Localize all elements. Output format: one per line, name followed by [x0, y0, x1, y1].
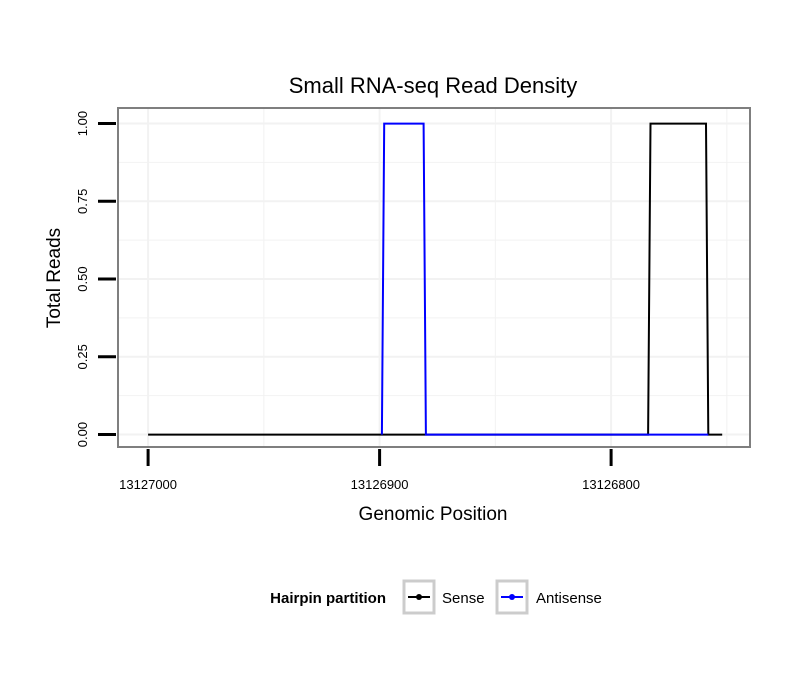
panel-border: [117, 107, 751, 448]
legend-marker-antisense: [509, 594, 515, 600]
y-tick-label: 0.50: [75, 266, 90, 291]
legend-label-sense: Sense: [442, 590, 485, 607]
y-tick-label: 1.00: [75, 111, 90, 136]
y-tick-label: 0.25: [75, 344, 90, 369]
x-tick-label: 13126800: [582, 477, 640, 492]
legend-marker-sense: [416, 594, 422, 600]
panel-background: [118, 108, 750, 447]
legend-item-sense: Sense: [402, 579, 485, 615]
legend-item-antisense: Antisense: [495, 579, 602, 615]
chart-title: Small RNA-seq Read Density: [289, 73, 578, 98]
y-axis: 0.00 0.25 0.50 0.75 1.00: [75, 111, 116, 447]
y-axis-title: Total Reads: [44, 228, 65, 328]
series-line-antisense: [380, 122, 709, 436]
legend-title: Hairpin partition: [270, 590, 386, 607]
x-axis-title: Genomic Position: [359, 504, 508, 525]
x-axis: 13127000 13126900 13126800: [119, 449, 640, 492]
legend-label-antisense: Antisense: [536, 590, 602, 607]
y-tick-label: 0.75: [75, 189, 90, 214]
series-group: [148, 122, 723, 436]
legend: Hairpin partition Sense Antisense: [270, 579, 602, 615]
y-tick-label: 0.00: [75, 422, 90, 447]
x-tick-label: 13126900: [351, 477, 409, 492]
x-tick-label: 13127000: [119, 477, 177, 492]
